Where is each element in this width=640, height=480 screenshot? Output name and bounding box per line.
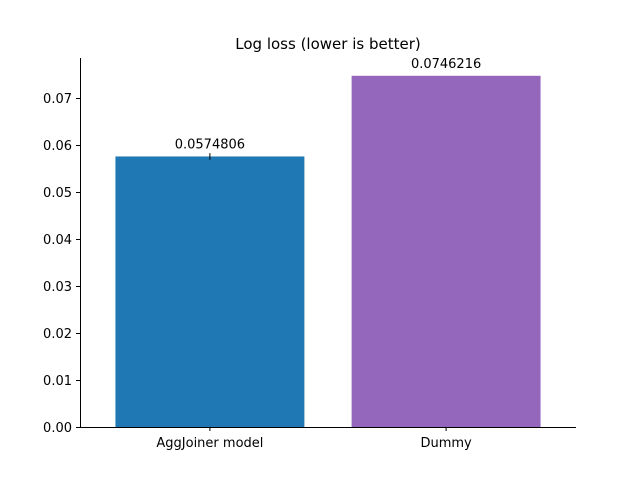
y-tick-label-6: 0.06 [43, 139, 72, 154]
x-tick-label-0: AggJoiner model [156, 436, 263, 451]
y-tick-label-5: 0.05 [43, 186, 72, 201]
y-tick-label-7: 0.07 [43, 92, 72, 107]
y-tick-label-2: 0.02 [43, 327, 72, 342]
y-tick-label-0: 0.00 [43, 421, 72, 436]
x-tick-label-1: Dummy [420, 436, 472, 451]
bar-0 [115, 156, 305, 427]
y-tick-label-3: 0.03 [43, 280, 72, 295]
bars-group: 0.0574806 0.0746216 [115, 57, 541, 427]
data-label-1: 0.0746216 [411, 57, 481, 72]
chart-title: Log loss (lower is better) [235, 35, 420, 53]
y-tick-label-1: 0.01 [43, 374, 72, 389]
x-axis: AggJoiner model Dummy [156, 427, 472, 451]
bar-1 [351, 75, 541, 427]
data-label-0: 0.0574806 [175, 137, 245, 152]
y-tick-label-4: 0.04 [43, 233, 72, 248]
y-axis: 0.00 0.01 0.02 0.03 0.04 0.05 0.06 0.07 [43, 92, 80, 436]
